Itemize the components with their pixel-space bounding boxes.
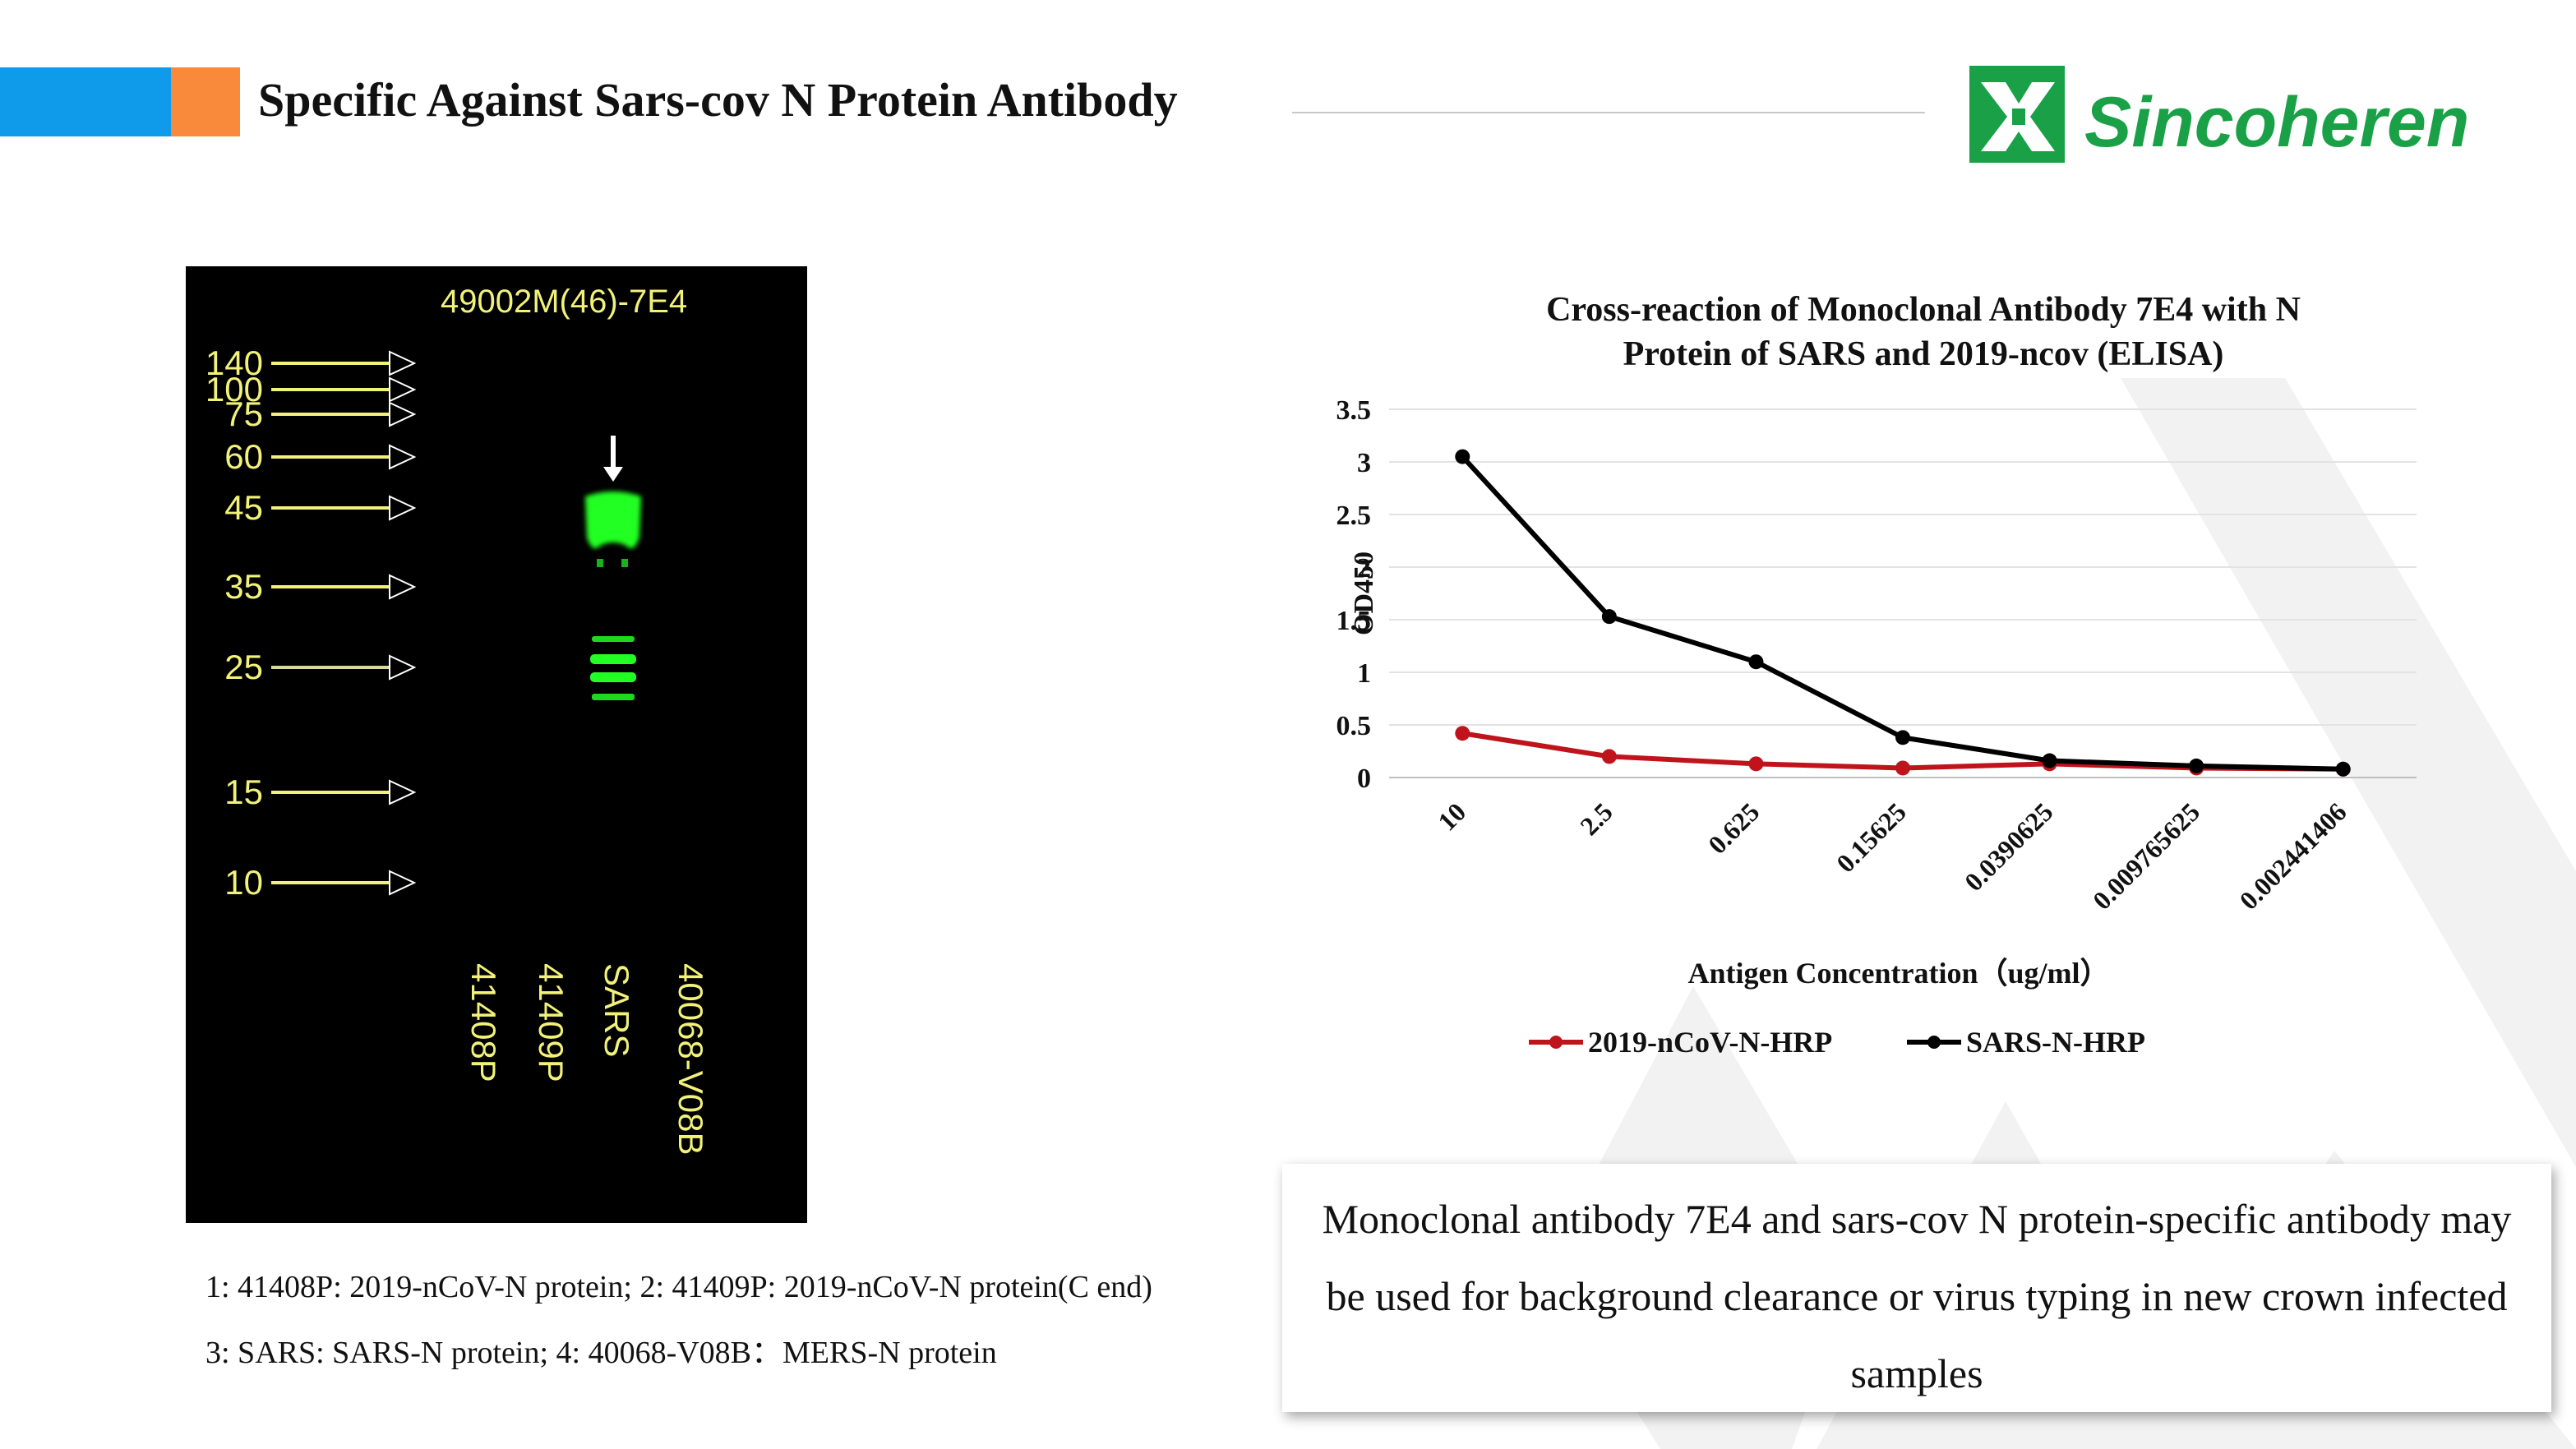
marker-75: 75 [224, 395, 417, 433]
marker-label: 75 [224, 395, 263, 433]
marker-arrow-icon [389, 401, 417, 427]
x-tick-label: 0.0390625 [1959, 796, 2059, 897]
elisa-line-chart: Cross-reaction of Monoclonal Antibody 7E… [1336, 291, 2417, 1059]
legend-item-0: 2019-nCoV-N-HRP [1529, 1026, 1832, 1059]
data-point [1748, 654, 1764, 670]
blot-title: 49002M(46)-7E4 [441, 284, 687, 320]
logo-mark-icon [1969, 66, 2065, 163]
marker-140: 140 [205, 344, 417, 382]
chart-gridlines [1389, 408, 2417, 778]
y-tick-label: 2 [1357, 553, 1371, 584]
y-tick-label: 3.5 [1336, 395, 1372, 426]
figure-caption-line-1: 1: 41408P: 2019-nCoV-N protein; 2: 41409… [205, 1270, 1152, 1304]
marker-25: 25 [224, 648, 417, 686]
chart-title-line: Protein of SARS and 2019-ncov (ELISA) [1623, 335, 2224, 373]
summary-note-box: Monoclonal antibody 7E4 and sars-cov N p… [1282, 1164, 2551, 1412]
x-axis-label: Antigen Concentration（ug/ml） [1688, 957, 2110, 990]
marker-arrow-icon [389, 779, 417, 805]
data-point [2189, 758, 2204, 773]
marker-label: 15 [224, 773, 263, 811]
data-point [1748, 756, 1764, 772]
x-tick-label: 0.15625 [1830, 796, 1912, 878]
y-axis-ticks: 3.5 3 2.5 2 1.5 1 0.5 0 [1336, 395, 1372, 794]
marker-label: 100 [205, 370, 263, 408]
data-point [1895, 760, 1910, 776]
x-tick-label: 2.5 [1574, 796, 1618, 841]
x-tick-label: 0.009765625 [2087, 796, 2205, 915]
sars-lane-bands [585, 491, 641, 700]
summary-note-text: Monoclonal antibody 7E4 and sars-cov N p… [1322, 1196, 2512, 1396]
band-pointer-arrow-icon [603, 436, 623, 482]
x-tick-label: 10 [1432, 796, 1471, 836]
logo-text: Sincoheren [2084, 83, 2469, 162]
data-point [2335, 761, 2351, 777]
y-tick-label: 0 [1357, 764, 1371, 794]
marker-arrow-icon [389, 376, 417, 403]
data-point [1601, 609, 1617, 625]
marker-label: 10 [224, 863, 263, 902]
data-point [1895, 730, 1910, 745]
chart-title-line: Cross-reaction of Monoclonal Antibody 7E… [1546, 291, 2301, 329]
marker-arrow-icon [389, 870, 417, 896]
marker-label: 45 [224, 488, 263, 527]
marker-35: 35 [224, 567, 417, 606]
chart-legend: 2019-nCoV-N-HRP SARS-N-HRP [1529, 1026, 2145, 1059]
marker-arrow-icon [389, 574, 417, 600]
series-line [1461, 455, 2343, 772]
y-tick-label: 2.5 [1336, 501, 1372, 531]
y-tick-label: 0.5 [1336, 711, 1372, 741]
lane-label-1: 41408P [464, 963, 503, 1082]
legend-marker [1549, 1036, 1563, 1049]
series-1 [1455, 449, 2351, 777]
accent-bar-orange [171, 67, 240, 136]
y-axis-label: OD450 [1349, 551, 1379, 635]
marker-arrow-icon [389, 495, 417, 521]
chart-series [1455, 449, 2351, 777]
marker-15: 15 [224, 773, 417, 811]
marker-arrow-icon [389, 350, 417, 376]
x-tick-label: 0.002441406 [2233, 796, 2352, 915]
marker-label: 140 [205, 344, 263, 382]
slide-title: Specific Against Sars-cov N Protein Anti… [258, 73, 1178, 127]
accent-bar-blue [0, 67, 171, 136]
marker-100: 100 [205, 370, 417, 408]
marker-label: 60 [224, 437, 263, 476]
marker-45: 45 [224, 488, 417, 527]
sincoheren-logo: Sincoheren [1969, 66, 2469, 163]
western-blot-image: 49002M(46)-7E4 140 100 75 60 45 35 25 15 10 4140… [186, 266, 807, 1223]
data-point [1455, 726, 1470, 741]
y-tick-label: 1 [1357, 658, 1371, 689]
lane-labels: 41408P 41409P SARS 40068-V08B [464, 963, 710, 1156]
data-point [1455, 449, 1470, 464]
x-tick-label: 0.625 [1702, 796, 1765, 859]
marker-label: 35 [224, 567, 263, 606]
figure-caption-line-2: 3: SARS: SARS-N protein; 4: 40068-V08B：M… [205, 1336, 997, 1370]
x-axis-ticks: 10 2.5 0.625 0.15625 0.0390625 0.009765625 0.0… [1432, 796, 2352, 915]
data-point [2042, 753, 2057, 768]
legend-marker [1927, 1036, 1941, 1049]
legend-item-1: SARS-N-HRP [1907, 1026, 2145, 1059]
marker-label: 25 [224, 648, 263, 686]
y-tick-label: 3 [1357, 448, 1371, 478]
data-point [1601, 749, 1617, 764]
legend-label: 2019-nCoV-N-HRP [1588, 1026, 1832, 1059]
lane-label-4: 40068-V08B [672, 963, 710, 1156]
chart-title: Cross-reaction of Monoclonal Antibody 7E… [1546, 291, 2301, 373]
lane-label-2: 41409P [532, 963, 570, 1082]
title-divider [1292, 112, 1925, 113]
marker-arrow-icon [389, 444, 417, 470]
lane-label-3: SARS [598, 963, 636, 1057]
marker-arrow-icon [389, 654, 417, 681]
marker-10: 10 [224, 863, 417, 902]
legend-label: SARS-N-HRP [1966, 1026, 2145, 1059]
marker-60: 60 [224, 437, 417, 476]
y-tick-label: 1.5 [1336, 606, 1372, 636]
